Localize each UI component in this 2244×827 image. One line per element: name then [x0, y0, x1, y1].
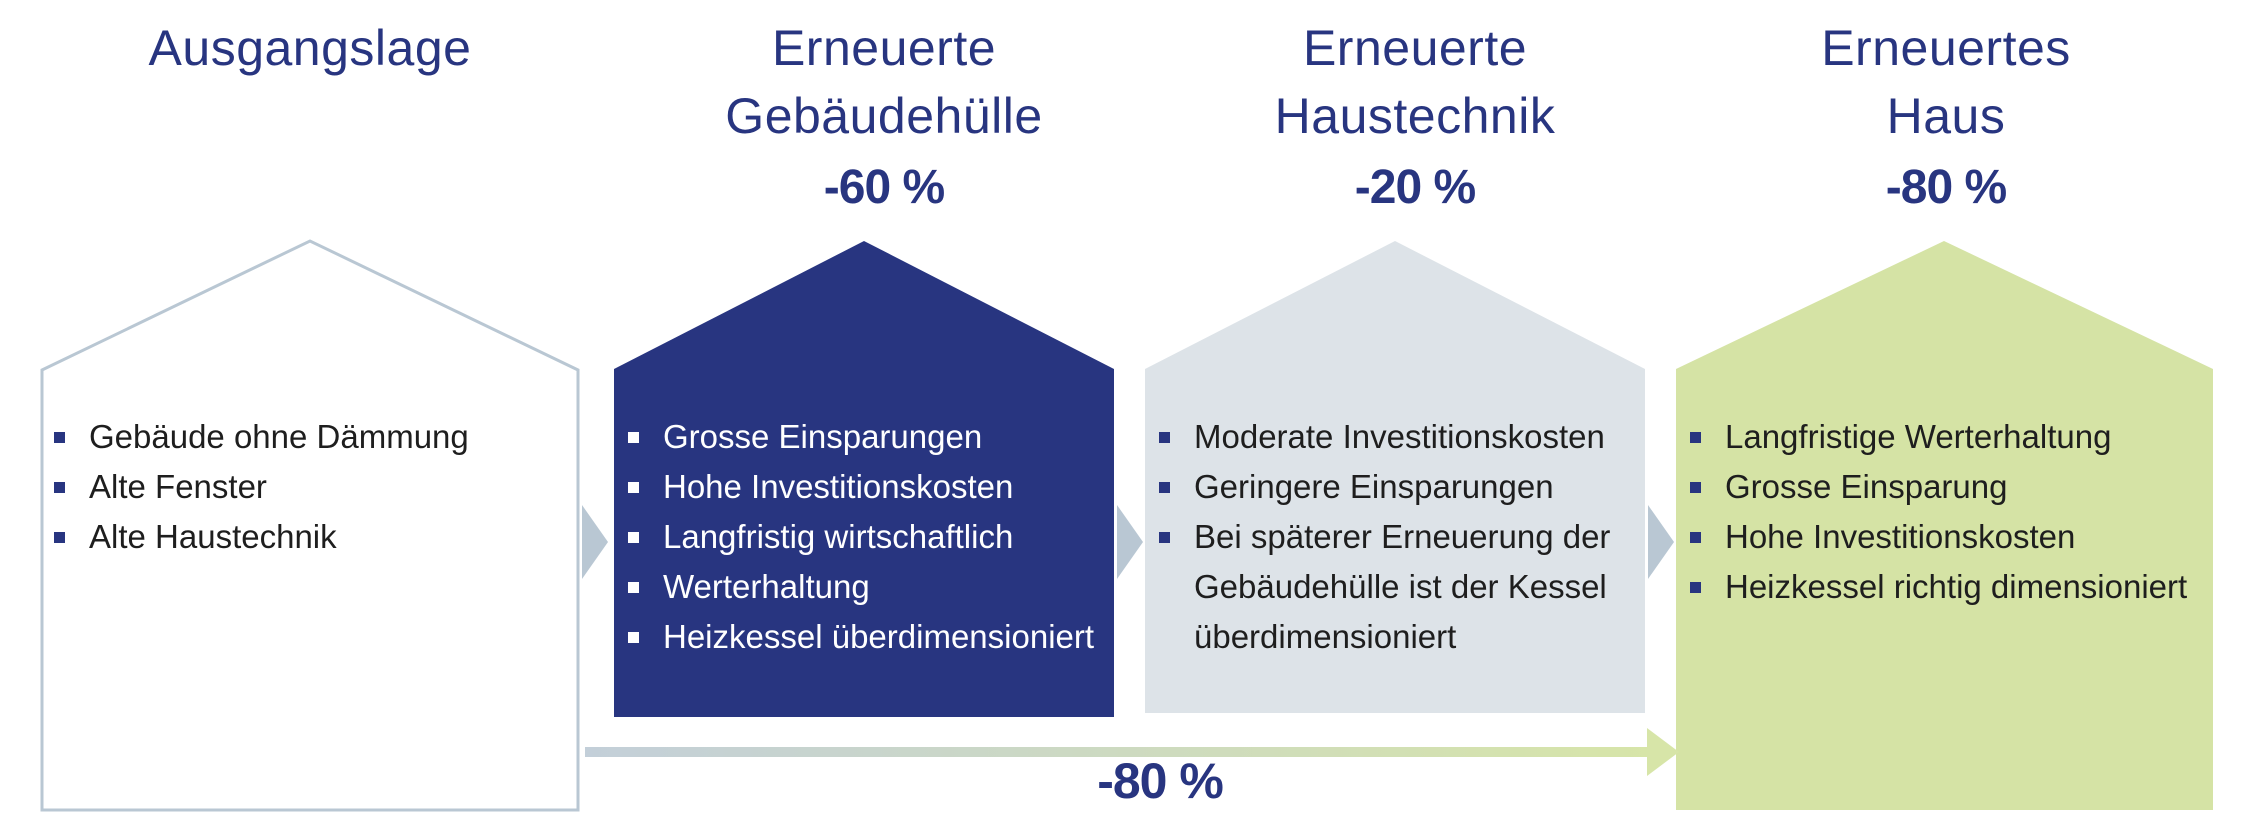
bullet-square-icon — [628, 632, 639, 643]
list-item: Geringere Einsparungen — [1159, 462, 1610, 512]
house-filled-dark-icon — [614, 241, 1114, 717]
bullet-square-icon — [1690, 582, 1701, 593]
stage-erneuertes-haus: Erneuertes Haus -80 % Langfristige Werte… — [1676, 0, 2216, 827]
bullet-square-icon — [54, 482, 65, 493]
stage-percentage: -80 % — [1885, 161, 2007, 214]
bullet-square-icon — [628, 532, 639, 543]
chevron-right-icon — [1648, 505, 1674, 579]
stage-title-line: Erneuertes — [1821, 20, 2071, 76]
bullet-square-icon — [628, 432, 639, 443]
stage-bullet-list: Moderate Investitionskosten Geringere Ei… — [1159, 412, 1610, 662]
stage-title-line: Gebäudehülle — [725, 88, 1043, 144]
stage-title-line: Haus — [1886, 88, 2006, 144]
house-filled-grey-icon — [1145, 241, 1645, 713]
stage-title-line: Ausgangslage — [148, 20, 472, 76]
stage-title: Erneuertes Haus — [1676, 14, 2216, 150]
list-item: Gebäudehülle ist der Kessel — [1194, 568, 1607, 605]
list-item: Grosse Einsparungen — [628, 412, 1094, 462]
bullet-square-icon — [1690, 532, 1701, 543]
stage-title-line: Erneuerte — [771, 20, 997, 76]
bullet-square-icon — [1159, 482, 1170, 493]
stage-title-line: Haustechnik — [1274, 88, 1556, 144]
gradient-arrow-icon — [585, 728, 1679, 776]
bullet-square-icon — [54, 432, 65, 443]
list-item: Hohe Investitionskosten — [628, 462, 1094, 512]
bullet-square-icon — [54, 532, 65, 543]
stage-bullet-list: Grosse Einsparungen Hohe Investitionskos… — [628, 412, 1094, 662]
list-item: Moderate Investitionskosten — [1159, 412, 1610, 462]
stage-bullet-list: Langfristige Werterhaltung Grosse Einspa… — [1690, 412, 2187, 612]
stage-title: Erneuerte Gebäudehülle — [614, 14, 1154, 150]
bullet-square-icon — [628, 482, 639, 493]
list-item: Alte Haustechnik — [54, 512, 469, 562]
list-item: Bei späterer Erneuerung der — [1159, 512, 1610, 562]
bullet-square-icon — [1690, 432, 1701, 443]
chevron-right-icon — [1117, 505, 1143, 579]
list-item: überdimensioniert — [1194, 618, 1457, 655]
list-item: Alte Fenster — [54, 462, 469, 512]
stage-ausgangslage: Ausgangslage Gebäude ohne Dämmung Alte F… — [40, 0, 580, 827]
stage-title-line: Erneuerte — [1302, 20, 1528, 76]
stage-percentage: -60 % — [823, 161, 945, 214]
list-item: Heizkessel überdimensioniert — [628, 612, 1094, 662]
list-item: Grosse Einsparung — [1690, 462, 2187, 512]
list-item: Hohe Investitionskosten — [1690, 512, 2187, 562]
list-item: Langfristig wirtschaftlich — [628, 512, 1094, 562]
stage-gebaeudehuelle: Erneuerte Gebäudehülle -60 % Grosse Eins… — [614, 0, 1154, 827]
list-item: Langfristige Werterhaltung — [1690, 412, 2187, 462]
chevron-right-icon — [582, 505, 608, 579]
list-item: Werterhaltung — [628, 562, 1094, 612]
house-outline-icon — [40, 239, 580, 812]
bullet-square-icon — [1159, 432, 1170, 443]
bullet-square-icon — [1159, 532, 1170, 543]
bullet-square-icon — [628, 582, 639, 593]
total-reduction-label: -80 % — [1097, 753, 1224, 809]
stage-bullet-list: Gebäude ohne Dämmung Alte Fenster Alte H… — [54, 412, 469, 562]
stage-title: Erneuerte Haustechnik — [1145, 14, 1685, 150]
house-filled-green-icon — [1676, 241, 2213, 810]
stage-title: Ausgangslage — [40, 14, 580, 82]
list-item: Heizkessel richtig dimensioniert — [1690, 562, 2187, 612]
list-item: Gebäude ohne Dämmung — [54, 412, 469, 462]
stage-percentage: -20 % — [1354, 161, 1476, 214]
stage-haustechnik: Erneuerte Haustechnik -20 % Moderate Inv… — [1145, 0, 1685, 827]
bullet-square-icon — [1690, 482, 1701, 493]
